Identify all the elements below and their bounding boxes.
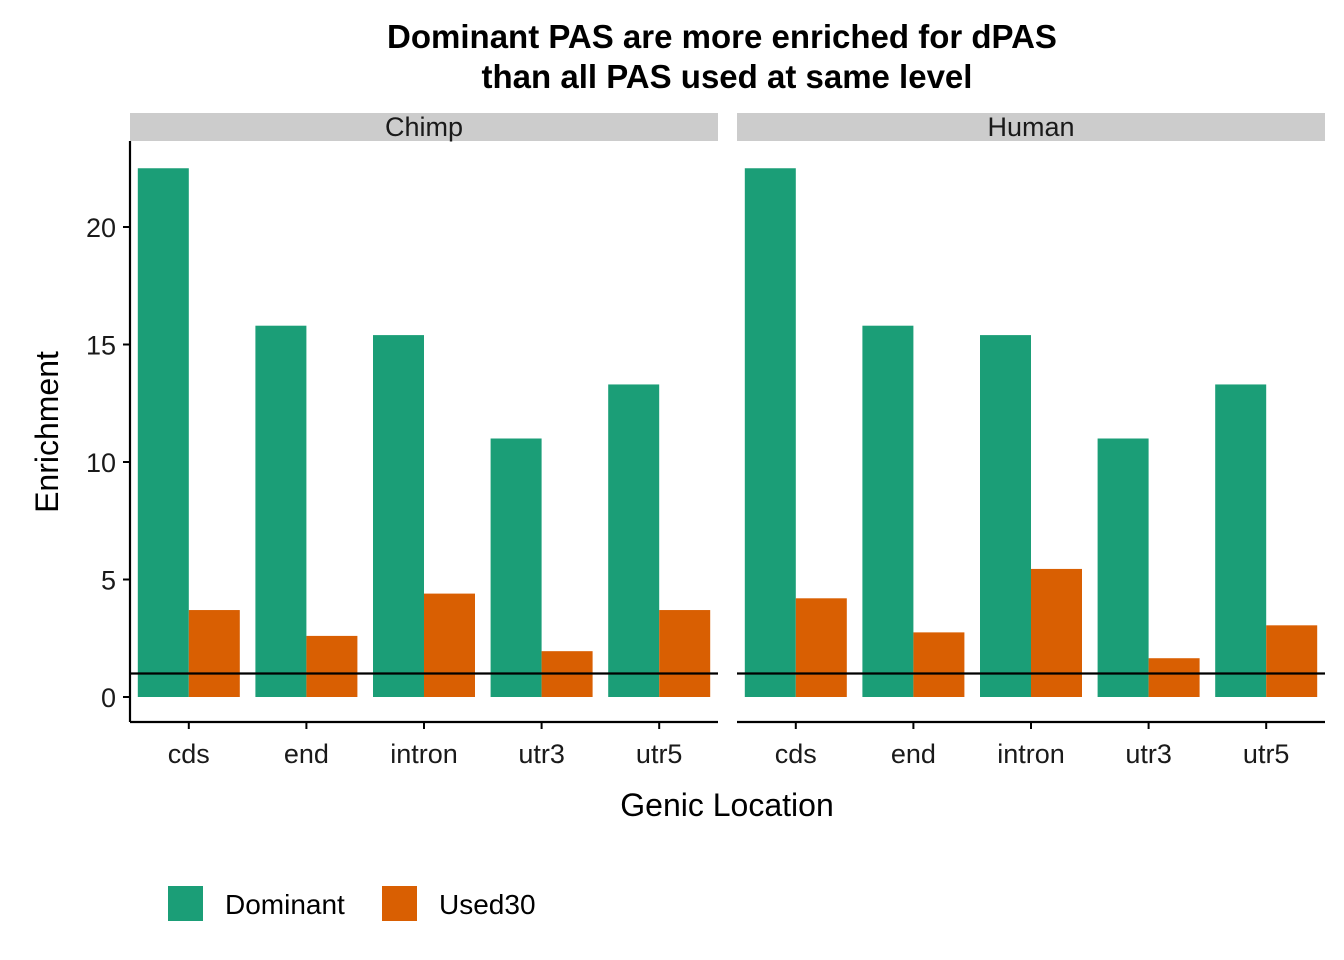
- x-tick-label: cds: [775, 739, 817, 769]
- facet-strip-label: Human: [987, 112, 1074, 142]
- legend-key-used30: [382, 886, 417, 921]
- bar-human-utr3-used30: [1148, 658, 1200, 697]
- bar-human-cds-used30: [795, 598, 847, 697]
- x-tick-label: utr5: [636, 739, 683, 769]
- legend-label-dominant: Dominant: [225, 889, 345, 920]
- bar-chimp-utr5-used30: [659, 610, 711, 697]
- y-axis-title: Enrichment: [29, 351, 65, 513]
- bar-chimp-end-dominant: [255, 325, 307, 697]
- bar-chimp-cds-dominant: [137, 168, 189, 697]
- bar-chimp-intron-used30: [424, 593, 475, 697]
- x-tick-label: end: [891, 739, 936, 769]
- legend-label-used30: Used30: [439, 889, 536, 920]
- facet-strip: [737, 113, 1325, 141]
- bar-human-cds-dominant: [744, 168, 796, 697]
- x-tick-label: utr5: [1243, 739, 1290, 769]
- facet-strip: [130, 113, 718, 141]
- facet-chimp: Chimp cds end intron utr3 utr5 0 5 10 15 20: [86, 112, 718, 769]
- facet-panels: Chimp cds end intron utr3 utr5 0 5 10 15 20 Human cd…: [86, 112, 1325, 769]
- x-tick-label: utr3: [1125, 739, 1172, 769]
- bar-human-intron-used30: [1031, 568, 1082, 697]
- x-axis-title: Genic Location: [620, 787, 833, 823]
- bar-human-end-dominant: [862, 325, 914, 697]
- chart-title-line-2: than all PAS used at same level: [482, 58, 973, 95]
- x-tick-label: cds: [168, 739, 210, 769]
- bar-human-utr5-used30: [1266, 625, 1318, 697]
- bar-human-utr5-dominant: [1215, 384, 1267, 697]
- bar-chimp-end-used30: [306, 635, 358, 697]
- bar-chimp-cds-used30: [188, 610, 240, 697]
- bar-human-intron-dominant: [980, 335, 1031, 697]
- y-tick-label: 5: [101, 566, 116, 596]
- y-tick-label: 15: [86, 331, 116, 361]
- facet-strip-label: Chimp: [385, 112, 463, 142]
- y-tick-label: 20: [86, 213, 116, 243]
- legend: Dominant Used30: [168, 886, 536, 921]
- chart-title-line-1: Dominant PAS are more enriched for dPAS: [387, 18, 1057, 55]
- bar-human-utr3-dominant: [1097, 438, 1149, 697]
- x-tick-label: intron: [997, 739, 1065, 769]
- bar-chimp-intron-dominant: [373, 335, 424, 697]
- legend-key-dominant: [168, 886, 203, 921]
- y-tick-label: 0: [101, 683, 116, 713]
- x-tick-label: utr3: [518, 739, 565, 769]
- bar-human-end-used30: [913, 632, 965, 697]
- x-tick-label: end: [284, 739, 329, 769]
- y-tick-label: 10: [86, 448, 116, 478]
- x-tick-label: intron: [390, 739, 458, 769]
- bar-chimp-utr3-dominant: [490, 438, 542, 697]
- facet-human: Human cds end intron utr3 utr5: [737, 112, 1325, 769]
- bar-chimp-utr5-dominant: [608, 384, 660, 697]
